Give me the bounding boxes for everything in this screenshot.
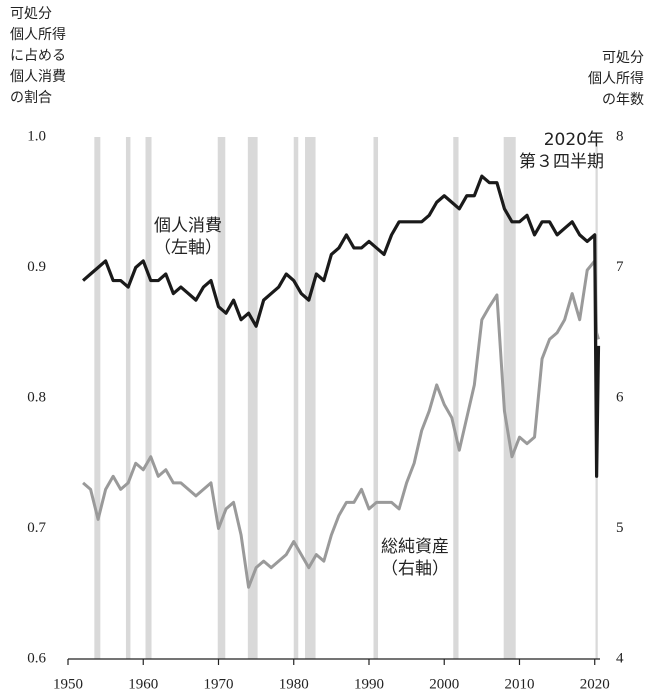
x-tick-label: 2000 [429, 676, 459, 692]
annotation: 2020年 [544, 130, 604, 150]
recession-band [125, 137, 131, 659]
recession-band [503, 137, 516, 659]
y-tick-label: 0.8 [27, 389, 46, 405]
annotation: 第３四半期 [519, 152, 604, 172]
y-tick-label: 0.9 [27, 259, 46, 275]
recession-band [305, 137, 316, 659]
y2-tick-label: 7 [616, 259, 624, 275]
y2-tick-label: 4 [616, 650, 624, 666]
y2-axis-label: の年数 [602, 92, 644, 108]
annotation: （左軸） [154, 238, 222, 258]
x-tick-label: 1960 [128, 676, 158, 692]
series-line [82, 174, 601, 478]
x-tick-label: 1990 [354, 676, 384, 692]
recession-band [94, 137, 101, 659]
y2-tick-label: 6 [616, 389, 624, 405]
y-axis-label: に占める [10, 48, 66, 64]
y-tick-label: 1.0 [27, 128, 46, 144]
recession-band [293, 137, 299, 659]
recession-band [247, 137, 258, 659]
x-tick-label: 2010 [504, 676, 534, 692]
series-line [82, 259, 600, 589]
annotation: （右軸） [381, 559, 449, 579]
recession-band [373, 137, 379, 659]
x-tick-label: 2020 [580, 676, 610, 692]
y2-axis-label: 可処分 [602, 50, 644, 66]
recession-band [453, 137, 459, 659]
y-axis-label: 個人消費 [10, 69, 66, 85]
y-axis-label: の割合 [10, 89, 52, 106]
y-tick-label: 0.6 [27, 650, 46, 666]
x-tick-label: 1980 [279, 676, 309, 692]
y-tick-label: 0.7 [27, 520, 46, 536]
recession-band [217, 137, 226, 659]
y-axis-label: 可処分 [10, 6, 52, 22]
y2-tick-label: 5 [616, 520, 624, 536]
y2-axis-label: 個人所得 [588, 70, 644, 87]
annotation: 個人消費 [154, 216, 222, 236]
y-axis-label: 個人所得 [10, 26, 66, 43]
recession-band [145, 137, 152, 659]
x-tick-label: 1970 [203, 676, 233, 692]
x-tick-label: 1950 [53, 676, 83, 692]
y2-tick-label: 8 [616, 128, 624, 144]
annotation: 総純資産 [381, 537, 449, 557]
